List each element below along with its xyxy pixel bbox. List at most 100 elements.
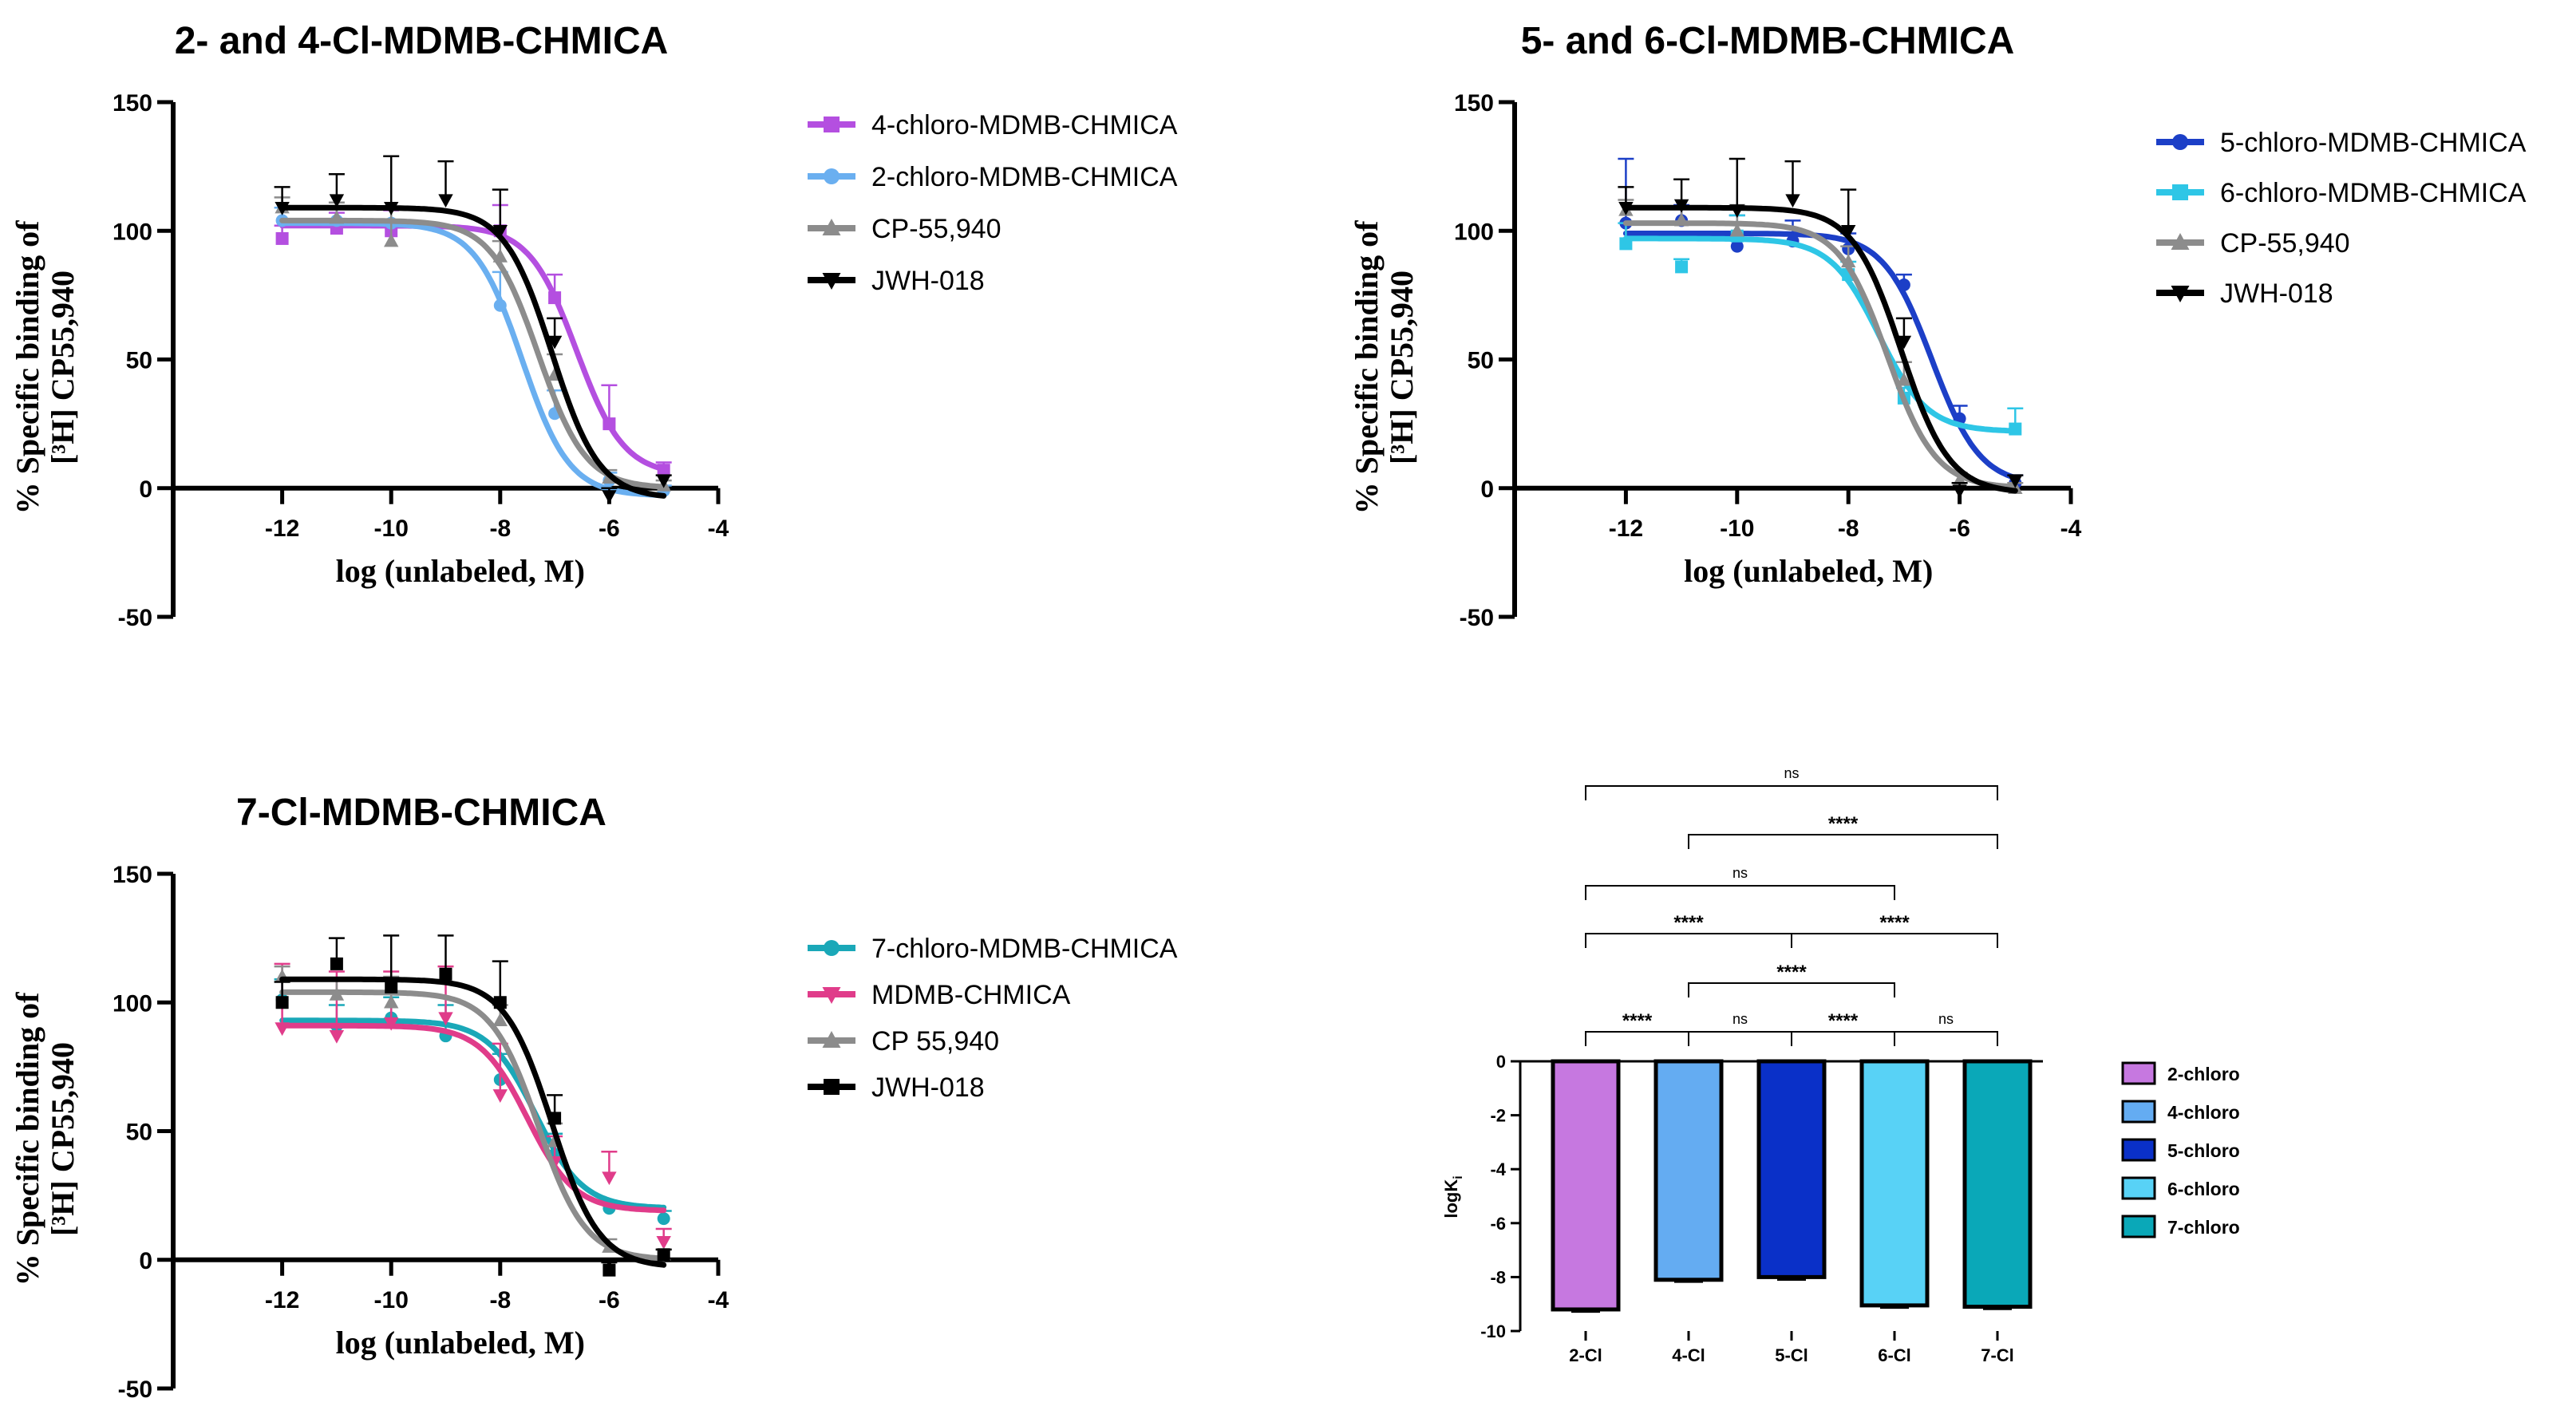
legend-label: MDMB-CHMICA	[871, 980, 1071, 1010]
legend-marker	[822, 1031, 841, 1048]
fit-curve	[279, 1017, 667, 1211]
data-point	[329, 194, 345, 208]
data-point	[384, 994, 399, 1009]
significance-label: ****	[1622, 1010, 1653, 1032]
y-tick-label: 100	[113, 219, 152, 245]
bar-7-cl	[1962, 1059, 2033, 1309]
data-point	[275, 202, 290, 215]
legend-label: 7-chloro-MDMB-CHMICA	[871, 934, 1178, 964]
dose-response-panel-3: 7-Cl-MDMB-CHMICA 150 100 50 0 -50 -12 -10 -8 -6 -4…	[10, 792, 1178, 1403]
x-tick-label: -6	[1949, 515, 1970, 542]
bar-y-tick-label: -2	[1490, 1106, 1506, 1126]
data-point	[1729, 223, 1744, 237]
significance-label: ****	[1879, 912, 1910, 934]
legend-marker	[2172, 184, 2188, 200]
data-point	[603, 1263, 616, 1277]
bar-legend-label: 2-chloro	[2167, 1064, 2240, 1084]
y-tick-label: 50	[1468, 348, 1494, 374]
data-point	[275, 231, 289, 245]
data-point	[548, 291, 562, 305]
x-tick-label: -8	[1838, 515, 1859, 542]
x-tick-label: -8	[489, 515, 511, 542]
x-tick-label: -4	[2060, 515, 2082, 542]
data-point	[2009, 422, 2022, 436]
bar-y-axis-label-subscript: i	[1452, 1175, 1465, 1179]
series-7-chloro-mdmb-chmica	[274, 978, 672, 1226]
data-point	[275, 1022, 290, 1037]
chart-title: 2- and 4-Cl-MDMB-CHMICA	[175, 20, 669, 62]
data-point	[438, 1012, 453, 1026]
y-tick-label: 150	[113, 90, 152, 117]
fit-curve	[279, 976, 667, 1268]
bar-y-tick-label: -6	[1490, 1214, 1506, 1234]
data-point	[1841, 254, 1856, 268]
data-point	[548, 1112, 562, 1125]
x-tick-label: -10	[374, 515, 409, 542]
significance-label: ****	[1776, 962, 1807, 983]
y-axis-label-line1: % Specific binding of	[1349, 220, 1385, 515]
data-point	[657, 1212, 670, 1226]
significance-label: ****	[1828, 1010, 1859, 1032]
y-tick-label: 100	[113, 990, 152, 1017]
series-cp-55-940	[274, 965, 672, 1262]
y-axis-label-line1: % Specific binding of	[10, 992, 45, 1286]
legend-marker	[822, 273, 841, 290]
legend-marker	[822, 987, 841, 1004]
y-tick-label: 0	[1480, 476, 1494, 503]
legend-label: 6-chloro-MDMB-CHMICA	[2220, 178, 2527, 208]
y-tick-label: 50	[126, 1120, 152, 1146]
data-point	[602, 1171, 617, 1186]
fit-curve	[279, 1022, 667, 1214]
x-axis-label: log (unlabeled, M)	[336, 553, 585, 589]
data-point	[493, 298, 507, 312]
y-tick-label: 0	[139, 1248, 152, 1274]
chart-title: 5- and 6-Cl-MDMB-CHMICA	[1521, 20, 2015, 62]
significance-bracket	[1688, 1031, 1792, 1046]
series-2-chloro-mdmb-chmica	[274, 206, 672, 499]
data-point	[656, 1235, 671, 1250]
bar-y-tick-label: -8	[1490, 1267, 1506, 1287]
y-axis-label: % Specific binding of [³H] CP55,940	[1349, 220, 1420, 515]
x-axis-label: log (unlabeled, M)	[336, 1325, 585, 1361]
legend-marker	[824, 940, 840, 956]
y-tick-label: -50	[118, 1377, 152, 1403]
x-tick-label: -12	[265, 515, 299, 542]
data-point	[492, 1013, 508, 1027]
legend-marker	[824, 168, 840, 184]
x-tick-label: -10	[374, 1287, 409, 1313]
data-point	[439, 967, 452, 981]
bar-legend-label: 7-chloro	[2167, 1217, 2240, 1238]
legend-label: 4-chloro-MDMB-CHMICA	[871, 110, 1178, 140]
significance-bracket	[1791, 933, 1998, 948]
fit-curve	[1622, 204, 2018, 494]
significance-bracket	[1791, 1031, 1895, 1046]
bar-legend-swatch	[2121, 1215, 2156, 1238]
significance-label: ****	[1673, 912, 1704, 934]
bar-5-cl	[1756, 1059, 1827, 1279]
data-point	[438, 194, 453, 208]
significance-bracket	[1688, 982, 1895, 997]
x-axis-label: log (unlabeled, M)	[1684, 553, 1933, 589]
significance-label: ns	[1732, 1011, 1748, 1027]
legend-label: CP-55,940	[871, 214, 1002, 244]
significance-bracket	[1585, 885, 1895, 900]
legend-label: CP-55,940	[2220, 228, 2350, 259]
legend-marker	[2172, 134, 2188, 150]
data-point	[1896, 372, 1912, 386]
legend-label: 2-chloro-MDMB-CHMICA	[871, 162, 1178, 192]
fit-curve	[279, 220, 667, 499]
bar-legend-swatch	[2121, 1100, 2156, 1124]
legend-marker	[822, 219, 841, 235]
data-point	[385, 980, 398, 993]
data-point	[1675, 260, 1689, 274]
data-point	[1896, 335, 1912, 350]
bar-y-tick-label: -10	[1480, 1321, 1506, 1341]
legend-label: CP 55,940	[871, 1026, 999, 1057]
bar-legend-label: 5-chloro	[2167, 1140, 2240, 1161]
legend-marker	[2171, 286, 2190, 302]
fit-curve	[279, 204, 667, 499]
x-tick-label: -10	[1720, 515, 1754, 542]
data-point	[384, 202, 399, 215]
y-tick-label: -50	[118, 605, 152, 631]
